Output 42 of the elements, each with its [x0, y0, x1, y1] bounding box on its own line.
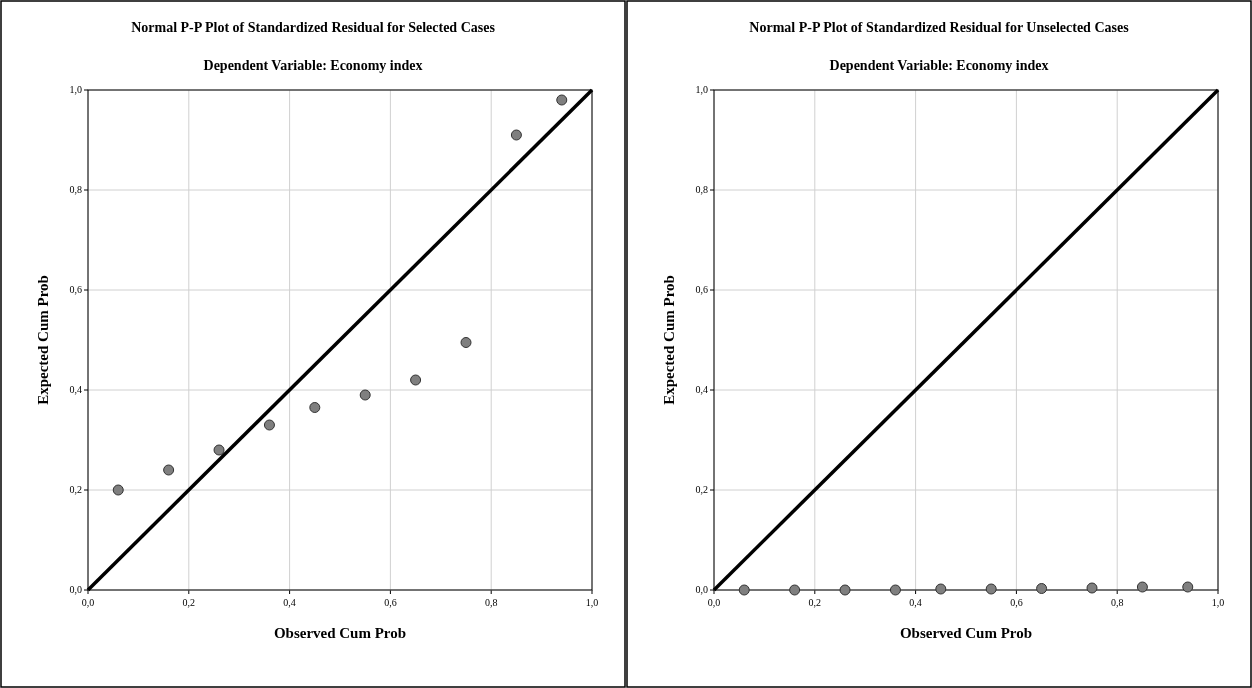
chart-title: Normal P-P Plot of Standardized Residual for Selected Cases — [131, 20, 496, 35]
y-tick-label: 0,2 — [695, 484, 708, 495]
x-tick-label: 0,8 — [484, 597, 498, 608]
y-tick-label: 0,8 — [695, 184, 708, 195]
y-tick-label: 0,0 — [695, 584, 708, 595]
y-tick-label: 0,0 — [69, 584, 82, 595]
y-axis-title: Expected Cum Prob — [661, 275, 677, 405]
y-tick-label: 0,4 — [695, 384, 708, 395]
point — [359, 389, 371, 401]
x-tick-label: 0,4 — [283, 597, 296, 608]
x-tick-label: 0,2 — [182, 597, 196, 608]
chart-subtitle: Dependent Variable: Economy index — [203, 58, 423, 73]
y-tick-label: 1,0 — [695, 84, 708, 95]
x-tick-label: 0,0 — [707, 597, 721, 608]
y-tick-label: 0,2 — [69, 484, 82, 495]
y-tick-label: 1,0 — [69, 84, 82, 95]
point — [510, 129, 522, 141]
y-tick-label: 0,6 — [69, 284, 82, 295]
point — [213, 444, 225, 456]
x-tick-label: 0,6 — [384, 597, 397, 608]
x-tick-label: 0,8 — [1110, 597, 1124, 608]
x-axis-title: Observed Cum Prob — [899, 625, 1033, 641]
chart-title: Normal P-P Plot of Standardized Residual for Unselected Cases — [749, 20, 1130, 35]
x-tick-label: 0,6 — [1010, 597, 1023, 608]
y-tick-label: 0,8 — [69, 184, 82, 195]
x-tick-label: 1,0 — [1211, 597, 1225, 608]
x-tick-label: 0,4 — [909, 597, 922, 608]
x-tick-label: 0,0 — [81, 597, 95, 608]
point — [163, 464, 175, 476]
point — [263, 419, 275, 431]
y-tick-label: 0,4 — [69, 384, 82, 395]
y-tick-label: 0,6 — [695, 284, 708, 295]
y-axis-title: Expected Cum Prob — [35, 275, 51, 405]
point — [410, 374, 422, 386]
x-axis-title: Observed Cum Prob — [273, 625, 407, 641]
point — [556, 94, 568, 106]
point — [309, 402, 321, 413]
point — [112, 484, 124, 496]
chart-subtitle: Dependent Variable: Economy index — [829, 58, 1049, 73]
x-tick-label: 1,0 — [585, 597, 599, 608]
x-tick-label: 0,2 — [808, 597, 822, 608]
point — [460, 337, 472, 348]
